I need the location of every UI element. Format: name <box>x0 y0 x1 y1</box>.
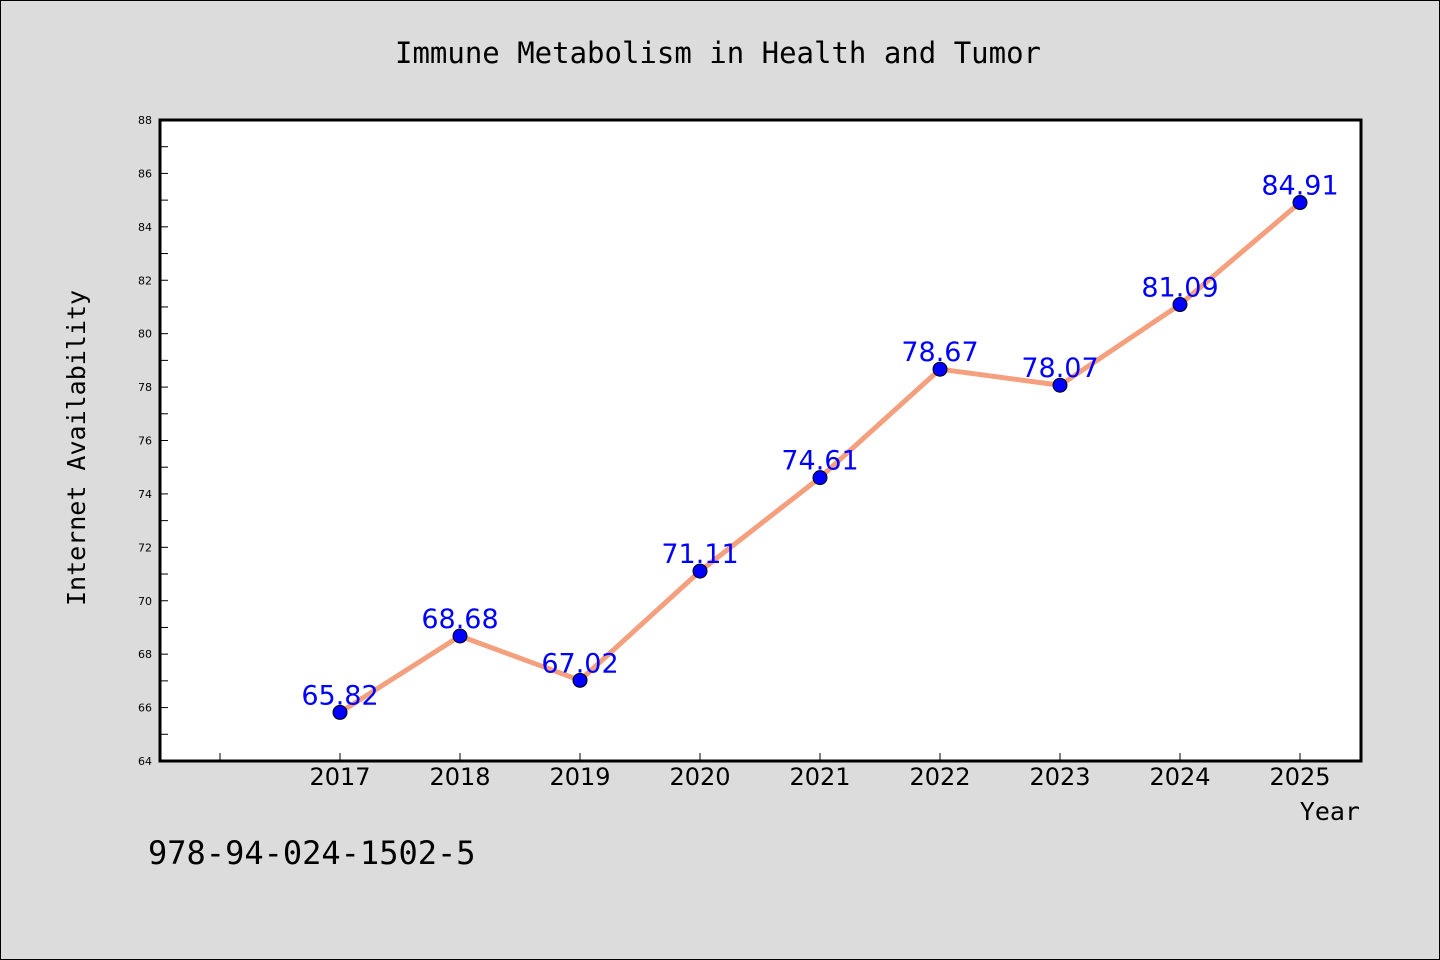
data-point <box>1052 377 1068 393</box>
x-tick-label: 2018 <box>429 763 490 791</box>
x-tick-label: 2017 <box>309 763 370 791</box>
x-axis-label: Year <box>1300 797 1360 826</box>
data-point <box>812 470 828 486</box>
x-axis: 2017 2018 2019 2020 2021 2022 2023 2024 2025 <box>219 753 1331 791</box>
series-markers <box>332 195 1308 720</box>
y-axis-label: Internet Availability <box>62 290 91 606</box>
x-tick-label: 2019 <box>549 763 610 791</box>
y-tick-label: 66 <box>138 702 152 715</box>
x-tick-label: 2023 <box>1029 763 1090 791</box>
data-label: 68.68 <box>421 604 498 635</box>
y-axis: 64 66 68 70 72 74 76 78 80 82 84 86 88 <box>138 114 168 768</box>
data-point <box>452 628 468 644</box>
y-tick-label: 68 <box>138 648 152 661</box>
data-label: 78.67 <box>901 337 978 368</box>
x-tick-label: 2025 <box>1269 763 1330 791</box>
x-tick-label: 2022 <box>909 763 970 791</box>
y-tick-label: 78 <box>138 381 152 394</box>
data-point <box>1172 297 1188 313</box>
y-tick-label: 70 <box>138 595 152 608</box>
data-label: 74.61 <box>781 446 858 477</box>
y-tick-label: 64 <box>138 755 152 768</box>
data-point <box>572 672 588 688</box>
data-point <box>932 361 948 377</box>
y-tick-label: 82 <box>138 274 152 287</box>
y-tick-label: 76 <box>138 435 152 448</box>
x-tick-label: 2020 <box>669 763 730 791</box>
y-tick-label: 88 <box>138 114 152 127</box>
y-tick-label: 84 <box>138 221 152 234</box>
chart-title: Immune Metabolism in Health and Tumor <box>395 36 1041 70</box>
data-point <box>332 704 348 720</box>
data-label: 78.07 <box>1021 353 1098 384</box>
data-label: 71.11 <box>661 539 738 570</box>
data-label: 65.82 <box>301 680 378 711</box>
x-tick-label: 2024 <box>1149 763 1210 791</box>
data-label: 84.91 <box>1261 171 1338 202</box>
data-point <box>692 563 708 579</box>
y-tick-label: 72 <box>138 541 152 554</box>
data-point <box>1292 195 1308 211</box>
plot-area <box>158 118 1363 763</box>
y-tick-label: 86 <box>138 167 152 180</box>
x-tick-label: 2021 <box>789 763 850 791</box>
y-tick-label: 80 <box>138 328 152 341</box>
data-label: 67.02 <box>541 648 618 679</box>
footer-code: 978-94-024-1502-5 <box>148 834 476 872</box>
y-tick-label: 74 <box>138 488 152 501</box>
data-label: 81.09 <box>1141 273 1218 304</box>
data-labels: 65.82 68.68 67.02 71.11 74.61 78.67 78.07 81.09… <box>301 171 1338 712</box>
